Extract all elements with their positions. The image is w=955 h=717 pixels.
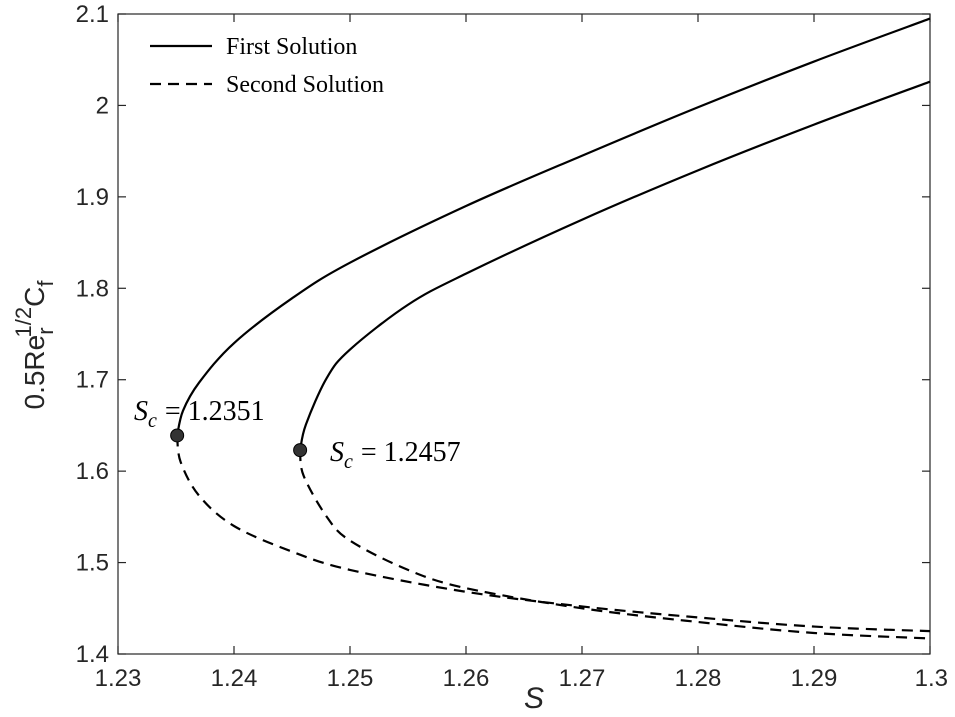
plot-area <box>117 13 931 655</box>
x-tick-label: 1.26 <box>443 665 490 692</box>
y-tick-label: 1.7 <box>76 367 109 394</box>
x-tick-label: 1.23 <box>95 665 142 692</box>
series-line-1-solid <box>176 17 931 436</box>
series-line-1-dashed <box>176 435 931 633</box>
critical-points <box>170 428 308 458</box>
x-tick-label: 1.3 <box>915 665 948 692</box>
y-tick-label: 1.5 <box>76 550 109 577</box>
y-axis-ticks: 1.4 1.5 1.6 1.7 1.8 1.9 2 2.1 <box>76 1 930 668</box>
y-label-tail-sub: f <box>33 280 58 287</box>
critical-label-1: Sc = 1.2351 <box>134 396 265 432</box>
x-tick-label: 1.29 <box>791 665 838 692</box>
x-tick-label: 1.27 <box>559 665 606 692</box>
x-tick-label: 1.24 <box>211 665 258 692</box>
y-tick-label: 1.8 <box>76 275 109 302</box>
x-tick-label: 1.25 <box>327 665 374 692</box>
critical-point-1 <box>170 428 185 443</box>
legend-label-second: Second Solution <box>226 72 384 98</box>
x-axis-label: S <box>524 682 544 715</box>
legend-label-first: First Solution <box>226 34 357 60</box>
x-axis-ticks: 1.23 1.24 1.25 1.26 1.27 1.28 1.29 1.3 <box>95 14 948 692</box>
x-tick-label: 1.28 <box>675 665 722 692</box>
y-tick-label: 1.9 <box>76 184 109 211</box>
series-line-2-dashed <box>299 449 931 640</box>
series-line-2-solid <box>299 80 931 451</box>
y-tick-label: 1.4 <box>76 641 109 668</box>
curves <box>176 17 931 640</box>
critical-point-2 <box>293 443 308 458</box>
y-tick-label: 1.6 <box>76 458 109 485</box>
y-label-sup: 1/2 <box>11 307 36 338</box>
y-label-tail: C <box>19 287 50 307</box>
y-axis-label: 0.5Rer1/2Cf <box>11 280 58 410</box>
critical-label-2: Sc = 1.2457 <box>330 437 461 473</box>
y-label-base: 0.5Re <box>19 335 50 410</box>
svg-text:0.5Rer1/2Cf: 0.5Rer1/2Cf <box>11 280 58 410</box>
legend: First Solution Second Solution <box>150 34 384 98</box>
y-tick-label: 2.1 <box>76 1 109 28</box>
y-tick-label: 2 <box>96 92 109 119</box>
y-label-sub: r <box>33 327 58 334</box>
